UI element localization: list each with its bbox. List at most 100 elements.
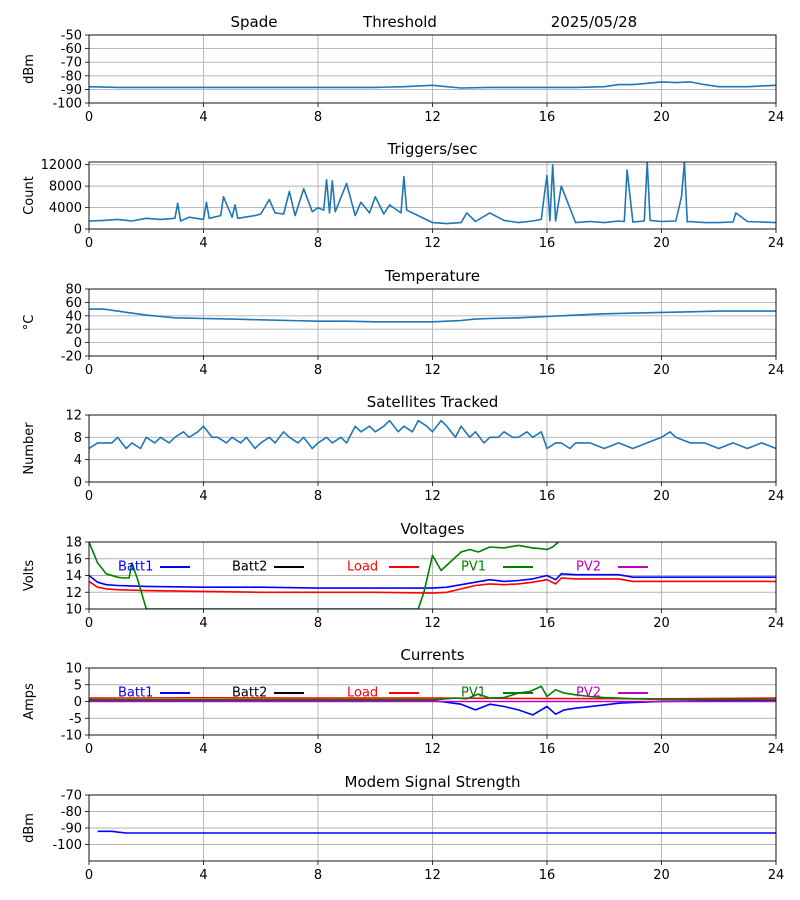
series-line	[89, 696, 776, 700]
x-tick-label: 20	[653, 236, 670, 251]
x-tick-label: 4	[199, 110, 207, 125]
y-tick-label: 8	[74, 431, 82, 446]
x-tick-label: 12	[424, 868, 441, 883]
y-tick-label: 0	[74, 476, 82, 491]
series-line	[89, 577, 776, 594]
x-tick-label: 20	[653, 363, 670, 378]
plot-frame	[88, 161, 777, 230]
y-tick-label: 12	[65, 409, 82, 424]
y-axis-label: Count	[22, 176, 37, 215]
y-tick-label: 5	[74, 678, 82, 693]
series-line	[89, 542, 559, 609]
y-axis-label: dBm	[22, 54, 37, 84]
x-tick-label: 0	[85, 363, 93, 378]
series-line	[97, 830, 776, 834]
y-tick-label: -90	[61, 822, 82, 837]
y-tick-label: 10	[65, 603, 82, 618]
series-line	[89, 308, 776, 323]
legend-label: PV1	[461, 560, 486, 575]
y-tick-label: -20	[61, 350, 82, 365]
x-tick-label: 8	[314, 110, 322, 125]
y-tick-label: 80	[65, 283, 82, 298]
y-tick-label: -10	[61, 729, 82, 744]
x-tick-label: 12	[424, 742, 441, 757]
x-tick-label: 12	[424, 363, 441, 378]
plot-panel: 0 4 8 12 16 20 24 0 4 8 12 Satellites Tracked Number	[22, 393, 784, 504]
y-tick-label: -60	[61, 42, 82, 57]
x-tick-label: 20	[653, 489, 670, 504]
x-tick-label: 8	[314, 236, 322, 251]
series-line	[89, 419, 776, 450]
y-tick-label: -70	[61, 789, 82, 804]
x-tick-label: 0	[85, 742, 93, 757]
x-tick-label: 12	[424, 110, 441, 125]
legend-label: PV1	[461, 686, 486, 701]
x-tick-label: 4	[199, 616, 207, 631]
y-tick-label: 20	[65, 323, 82, 338]
x-tick-label: 0	[85, 489, 93, 504]
x-tick-label: 20	[653, 616, 670, 631]
plot-title: Voltages	[400, 520, 464, 538]
y-tick-label: -100	[52, 97, 82, 112]
x-tick-label: 12	[424, 616, 441, 631]
y-tick-label: 60	[65, 296, 82, 311]
y-tick-label: 18	[65, 536, 82, 551]
plot-frame	[88, 667, 777, 736]
x-tick-label: 8	[314, 868, 322, 883]
y-tick-label: -5	[69, 712, 82, 727]
legend-label: PV2	[576, 686, 601, 701]
x-tick-label: 24	[768, 236, 785, 251]
y-tick-label: -100	[52, 838, 82, 853]
y-tick-label: 8000	[49, 180, 82, 195]
legend-label: Batt1	[118, 686, 153, 701]
series-line	[89, 685, 776, 701]
y-tick-label: -70	[61, 56, 82, 71]
plot-frame	[88, 794, 777, 862]
series-line	[89, 162, 776, 225]
x-tick-label: 8	[314, 363, 322, 378]
y-tick-label: -80	[61, 805, 82, 820]
plot-frame	[88, 541, 777, 610]
y-tick-label: -50	[61, 29, 82, 44]
x-tick-label: 24	[768, 616, 785, 631]
y-axis-label: °C	[22, 315, 37, 331]
x-tick-label: 20	[653, 868, 670, 883]
x-tick-label: 0	[85, 236, 93, 251]
x-tick-label: 4	[199, 489, 207, 504]
x-tick-label: 16	[539, 363, 556, 378]
plot-panel: 0 4 8 12 16 20 24 0 4000 8000 12000 Triggers/sec Cou…	[22, 140, 784, 251]
x-tick-label: 16	[539, 742, 556, 757]
y-tick-label: 14	[65, 569, 82, 584]
plot-title: Modem Signal Strength	[345, 773, 521, 791]
legend-label: Batt1	[118, 560, 153, 575]
plot-panel: 0 4 8 12 16 20 24 -70-80 -90-100 Modem Signal Str…	[22, 773, 784, 883]
y-tick-label: 4	[74, 453, 82, 468]
y-tick-label: 0	[74, 336, 82, 351]
header-mode: Threshold	[362, 13, 437, 31]
y-axis-label: dBm	[22, 813, 37, 843]
y-tick-label: 40	[65, 309, 82, 324]
figure-header: Spade Threshold 2025/05/28	[231, 13, 638, 31]
x-tick-label: 0	[85, 616, 93, 631]
legend-label: Batt2	[232, 560, 267, 575]
y-tick-label: -80	[61, 69, 82, 84]
y-tick-label: 0	[74, 223, 82, 238]
header-site: Spade	[231, 13, 278, 31]
x-tick-label: 8	[314, 742, 322, 757]
legend-label: PV2	[576, 560, 601, 575]
legend-label: Load	[347, 560, 378, 575]
series-line	[89, 81, 776, 89]
y-axis-label: Amps	[22, 683, 37, 720]
x-tick-label: 16	[539, 616, 556, 631]
x-tick-label: 4	[199, 363, 207, 378]
y-tick-label: -90	[61, 83, 82, 98]
x-tick-label: 16	[539, 236, 556, 251]
header-date: 2025/05/28	[551, 13, 637, 31]
x-tick-label: 4	[199, 236, 207, 251]
plot-title: Currents	[400, 646, 464, 664]
plot-title: Temperature	[384, 267, 480, 285]
x-tick-label: 24	[768, 363, 785, 378]
